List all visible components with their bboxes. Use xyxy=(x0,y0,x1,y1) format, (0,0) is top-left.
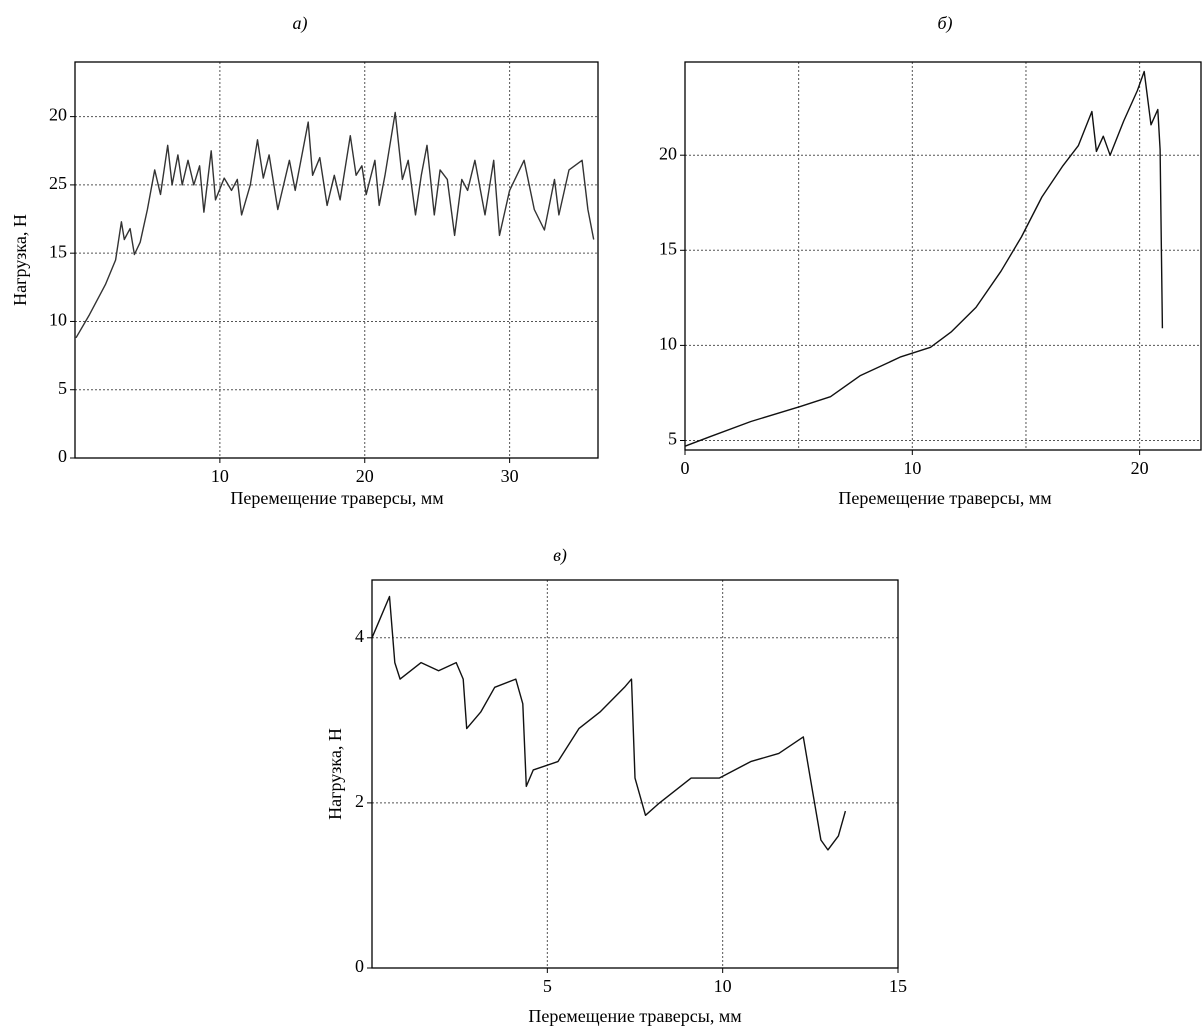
y-tick-label: 5 xyxy=(668,429,677,449)
x-tick-label: 20 xyxy=(356,466,374,486)
x-axis-label: Перемещение траверсы, мм xyxy=(528,1006,741,1026)
y-tick-label: 10 xyxy=(659,334,677,354)
subplot-title: а) xyxy=(293,13,308,34)
y-tick-label: 4 xyxy=(355,626,364,646)
x-tick-label: 15 xyxy=(889,976,907,996)
x-axis-label: Перемещение траверсы, мм xyxy=(838,488,1051,508)
y-tick-label: 5 xyxy=(58,378,67,398)
y-tick-label: 2 xyxy=(355,791,364,811)
x-tick-label: 10 xyxy=(211,466,229,486)
y-axis-label: Нагрузка, Н xyxy=(10,214,30,306)
plot-frame xyxy=(371,579,899,969)
y-tick-label: 0 xyxy=(355,956,364,976)
plot-frame xyxy=(74,61,599,459)
y-tick-label: 15 xyxy=(659,238,677,258)
y-tick-label: 20 xyxy=(49,105,67,125)
y-tick-label: 20 xyxy=(659,143,677,163)
data-line xyxy=(75,111,595,339)
y-tick-label: 25 xyxy=(49,173,67,193)
x-tick-label: 10 xyxy=(903,458,921,478)
x-axis-label: Перемещение траверсы, мм xyxy=(230,488,443,508)
y-tick-label: 0 xyxy=(58,446,67,466)
plot-frame xyxy=(684,61,1202,451)
y-tick-label: 10 xyxy=(49,310,67,330)
subplot-title: в) xyxy=(553,545,567,566)
data-line xyxy=(684,70,1164,447)
y-axis-label: Нагрузка, Н xyxy=(325,728,345,820)
data-line xyxy=(371,595,847,851)
x-tick-label: 30 xyxy=(501,466,519,486)
x-tick-label: 10 xyxy=(714,976,732,996)
x-tick-label: 5 xyxy=(543,976,552,996)
subplot-title: б) xyxy=(937,13,952,34)
y-tick-label: 15 xyxy=(49,241,67,261)
x-tick-label: 0 xyxy=(681,458,690,478)
x-tick-label: 20 xyxy=(1131,458,1149,478)
